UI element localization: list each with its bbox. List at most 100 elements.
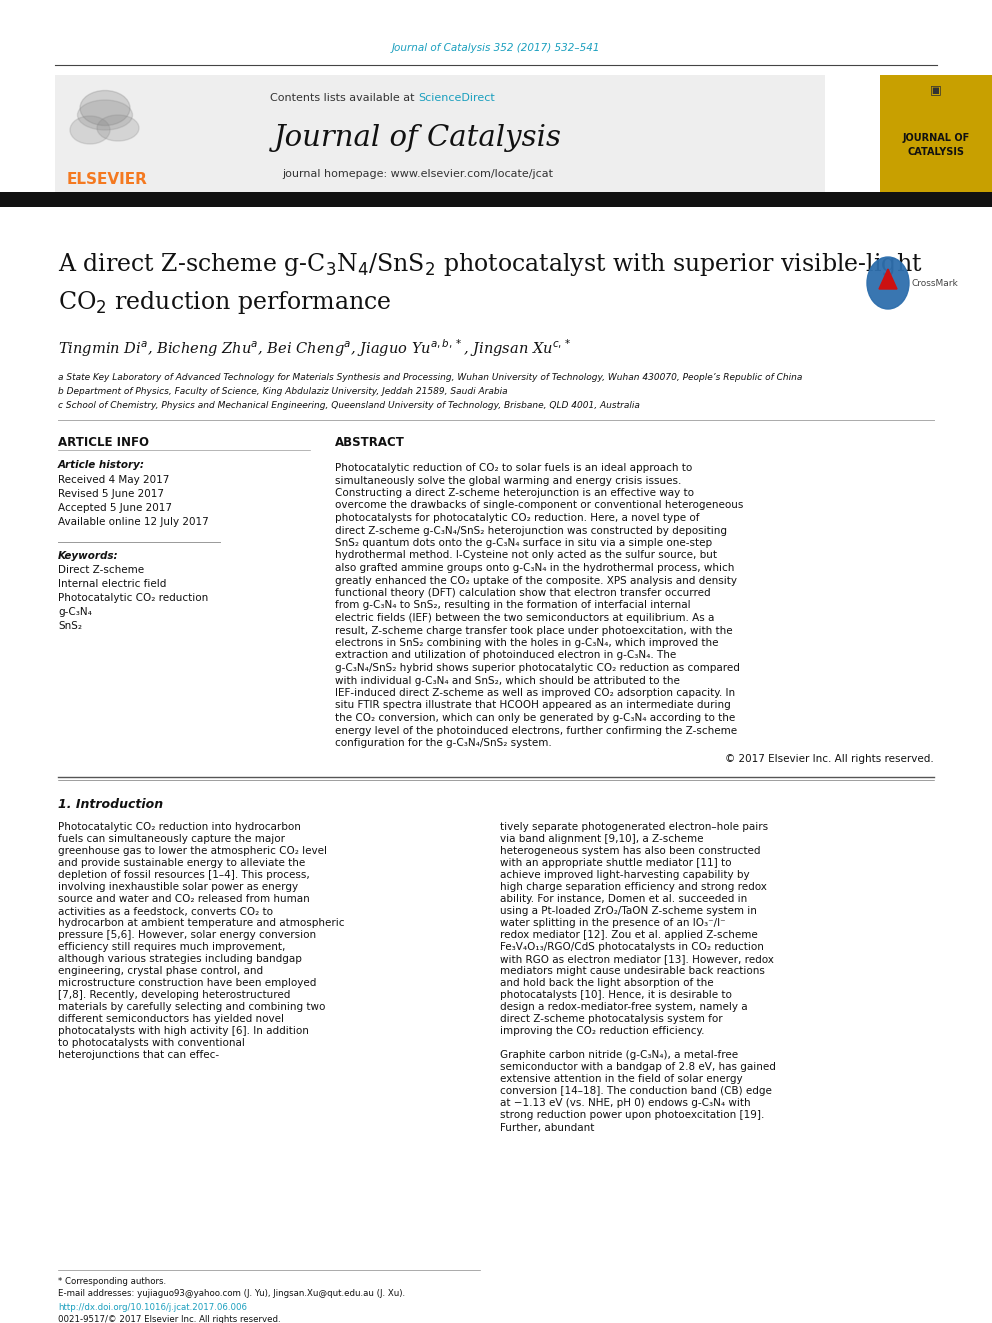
Text: overcome the drawbacks of single-component or conventional heterogeneous: overcome the drawbacks of single-compone… <box>335 500 743 511</box>
Text: Graphite carbon nitride (g-C₃N₄), a metal-free: Graphite carbon nitride (g-C₃N₄), a meta… <box>500 1050 738 1061</box>
Text: and hold back the light absorption of the: and hold back the light absorption of th… <box>500 979 713 988</box>
Text: g-C₃N₄/SnS₂ hybrid shows superior photocatalytic CO₂ reduction as compared: g-C₃N₄/SnS₂ hybrid shows superior photoc… <box>335 663 740 673</box>
Text: * Corresponding authors.: * Corresponding authors. <box>58 1278 166 1286</box>
Text: Photocatalytic CO₂ reduction: Photocatalytic CO₂ reduction <box>58 593 208 603</box>
Text: with an appropriate shuttle mediator [11] to: with an appropriate shuttle mediator [11… <box>500 859 731 868</box>
Text: hydrothermal method. l-Cysteine not only acted as the sulfur source, but: hydrothermal method. l-Cysteine not only… <box>335 550 717 561</box>
Text: engineering, crystal phase control, and: engineering, crystal phase control, and <box>58 967 263 976</box>
Text: different semiconductors has yielded novel: different semiconductors has yielded nov… <box>58 1015 284 1024</box>
Text: extraction and utilization of photoinduced electron in g-C₃N₄. The: extraction and utilization of photoinduc… <box>335 651 677 660</box>
Ellipse shape <box>867 257 909 310</box>
Text: improving the CO₂ reduction efficiency.: improving the CO₂ reduction efficiency. <box>500 1027 704 1036</box>
Text: redox mediator [12]. Zou et al. applied Z-scheme: redox mediator [12]. Zou et al. applied … <box>500 930 758 941</box>
Text: heterogeneous system has also been constructed: heterogeneous system has also been const… <box>500 847 761 856</box>
Text: involving inexhaustible solar power as energy: involving inexhaustible solar power as e… <box>58 882 299 893</box>
Text: ELSEVIER: ELSEVIER <box>67 172 148 188</box>
Text: journal homepage: www.elsevier.com/locate/jcat: journal homepage: www.elsevier.com/locat… <box>283 169 554 179</box>
Text: functional theory (DFT) calculation show that electron transfer occurred: functional theory (DFT) calculation show… <box>335 587 710 598</box>
Text: © 2017 Elsevier Inc. All rights reserved.: © 2017 Elsevier Inc. All rights reserved… <box>725 754 934 763</box>
Text: Available online 12 July 2017: Available online 12 July 2017 <box>58 517 208 527</box>
Text: configuration for the g-C₃N₄/SnS₂ system.: configuration for the g-C₃N₄/SnS₂ system… <box>335 738 552 747</box>
Text: conversion [14–18]. The conduction band (CB) edge: conversion [14–18]. The conduction band … <box>500 1086 772 1097</box>
Text: high charge separation efficiency and strong redox: high charge separation efficiency and st… <box>500 882 767 893</box>
Text: materials by carefully selecting and combining two: materials by carefully selecting and com… <box>58 1003 325 1012</box>
Text: Constructing a direct Z-scheme heterojunction is an effective way to: Constructing a direct Z-scheme heterojun… <box>335 488 694 497</box>
Text: greenhouse gas to lower the atmospheric CO₂ level: greenhouse gas to lower the atmospheric … <box>58 847 327 856</box>
Text: g-C₃N₄: g-C₃N₄ <box>58 607 92 617</box>
Text: JOURNAL OF
CATALYSIS: JOURNAL OF CATALYSIS <box>903 134 969 157</box>
Text: SnS₂: SnS₂ <box>58 620 82 631</box>
Text: and provide sustainable energy to alleviate the: and provide sustainable energy to allevi… <box>58 859 306 868</box>
Ellipse shape <box>77 101 133 130</box>
Text: semiconductor with a bandgap of 2.8 eV, has gained: semiconductor with a bandgap of 2.8 eV, … <box>500 1062 776 1073</box>
Text: ScienceDirect: ScienceDirect <box>418 93 495 103</box>
Text: direct Z-scheme photocatalysis system for: direct Z-scheme photocatalysis system fo… <box>500 1015 722 1024</box>
Bar <box>55 75 195 194</box>
Text: Internal electric field: Internal electric field <box>58 579 167 589</box>
Text: greatly enhanced the CO₂ uptake of the composite. XPS analysis and density: greatly enhanced the CO₂ uptake of the c… <box>335 576 737 586</box>
Text: from g-C₃N₄ to SnS₂, resulting in the formation of interfacial internal: from g-C₃N₄ to SnS₂, resulting in the fo… <box>335 601 690 610</box>
Text: Direct Z-scheme: Direct Z-scheme <box>58 565 144 576</box>
Text: efficiency still requires much improvement,: efficiency still requires much improveme… <box>58 942 286 953</box>
Text: a State Key Laboratory of Advanced Technology for Materials Synthesis and Proces: a State Key Laboratory of Advanced Techn… <box>58 373 803 382</box>
Text: pressure [5,6]. However, solar energy conversion: pressure [5,6]. However, solar energy co… <box>58 930 316 941</box>
Polygon shape <box>879 269 897 288</box>
Text: photocatalysts with high activity [6]. In addition: photocatalysts with high activity [6]. I… <box>58 1027 309 1036</box>
Text: situ FTIR spectra illustrate that HCOOH appeared as an intermediate during: situ FTIR spectra illustrate that HCOOH … <box>335 700 731 710</box>
Ellipse shape <box>97 115 139 142</box>
Text: Tingmin Di$^a$, Bicheng Zhu$^a$, Bei Cheng$^a$, Jiaguo Yu$^{a,b,*}$, Jingsan Xu$: Tingmin Di$^a$, Bicheng Zhu$^a$, Bei Che… <box>58 337 571 359</box>
Text: [7,8]. Recently, developing heterostructured: [7,8]. Recently, developing heterostruct… <box>58 991 291 1000</box>
Text: IEF-induced direct Z-scheme as well as improved CO₂ adsorption capacity. In: IEF-induced direct Z-scheme as well as i… <box>335 688 735 699</box>
Text: simultaneously solve the global warming and energy crisis issues.: simultaneously solve the global warming … <box>335 475 682 486</box>
Text: ▣: ▣ <box>930 83 941 97</box>
Text: b Department of Physics, Faculty of Science, King Abdulaziz University, Jeddah 2: b Department of Physics, Faculty of Scie… <box>58 388 508 397</box>
Text: fuels can simultaneously capture the major: fuels can simultaneously capture the maj… <box>58 835 285 844</box>
Text: Keywords:: Keywords: <box>58 550 119 561</box>
Text: at −1.13 eV (vs. NHE, pH 0) endows g-C₃N₄ with: at −1.13 eV (vs. NHE, pH 0) endows g-C₃N… <box>500 1098 751 1109</box>
Text: Photocatalytic CO₂ reduction into hydrocarbon: Photocatalytic CO₂ reduction into hydroc… <box>58 823 301 832</box>
Text: heterojunctions that can effec-: heterojunctions that can effec- <box>58 1050 219 1061</box>
Text: Accepted 5 June 2017: Accepted 5 June 2017 <box>58 503 172 513</box>
Text: design a redox-mediator-free system, namely a: design a redox-mediator-free system, nam… <box>500 1003 748 1012</box>
Text: mediators might cause undesirable back reactions: mediators might cause undesirable back r… <box>500 967 765 976</box>
Text: to photocatalysts with conventional: to photocatalysts with conventional <box>58 1039 245 1049</box>
Text: Journal of Catalysis 352 (2017) 532–541: Journal of Catalysis 352 (2017) 532–541 <box>392 44 600 53</box>
Text: although various strategies including bandgap: although various strategies including ba… <box>58 954 302 964</box>
Text: photocatalysts [10]. Hence, it is desirable to: photocatalysts [10]. Hence, it is desira… <box>500 991 732 1000</box>
Bar <box>55 75 825 194</box>
Bar <box>0 192 992 206</box>
Text: Fe₃V₄O₁₃/RGO/CdS photocatalysts in CO₂ reduction: Fe₃V₄O₁₃/RGO/CdS photocatalysts in CO₂ r… <box>500 942 764 953</box>
Text: E-mail addresses: yujiaguo93@yahoo.com (J. Yu), Jingsan.Xu@qut.edu.au (J. Xu).: E-mail addresses: yujiaguo93@yahoo.com (… <box>58 1290 405 1298</box>
Text: Journal of Catalysis: Journal of Catalysis <box>274 124 562 152</box>
Text: hydrocarbon at ambient temperature and atmospheric: hydrocarbon at ambient temperature and a… <box>58 918 344 929</box>
Text: microstructure construction have been employed: microstructure construction have been em… <box>58 979 316 988</box>
Text: strong reduction power upon photoexcitation [19].: strong reduction power upon photoexcitat… <box>500 1110 765 1121</box>
Text: Further, abundant: Further, abundant <box>500 1122 594 1132</box>
Text: photocatalysts for photocatalytic CO₂ reduction. Here, a novel type of: photocatalysts for photocatalytic CO₂ re… <box>335 513 699 523</box>
Text: Revised 5 June 2017: Revised 5 June 2017 <box>58 490 164 499</box>
Text: Photocatalytic reduction of CO₂ to solar fuels is an ideal approach to: Photocatalytic reduction of CO₂ to solar… <box>335 463 692 474</box>
Text: activities as a feedstock, converts CO₂ to: activities as a feedstock, converts CO₂ … <box>58 906 273 917</box>
Text: result, Z-scheme charge transfer took place under photoexcitation, with the: result, Z-scheme charge transfer took pl… <box>335 626 733 635</box>
Text: CO$_2$ reduction performance: CO$_2$ reduction performance <box>58 288 392 315</box>
Text: depletion of fossil resources [1–4]. This process,: depletion of fossil resources [1–4]. Thi… <box>58 871 310 881</box>
Text: 1. Introduction: 1. Introduction <box>58 798 163 811</box>
Text: ability. For instance, Domen et al. succeeded in: ability. For instance, Domen et al. succ… <box>500 894 747 905</box>
Text: SnS₂ quantum dots onto the g-C₃N₄ surface in situ via a simple one-step: SnS₂ quantum dots onto the g-C₃N₄ surfac… <box>335 538 712 548</box>
Text: with RGO as electron mediator [13]. However, redox: with RGO as electron mediator [13]. Howe… <box>500 954 774 964</box>
Text: via band alignment [9,10], a Z-scheme: via band alignment [9,10], a Z-scheme <box>500 835 703 844</box>
Ellipse shape <box>70 116 110 144</box>
Text: also grafted ammine groups onto g-C₃N₄ in the hydrothermal process, which: also grafted ammine groups onto g-C₃N₄ i… <box>335 564 734 573</box>
Text: direct Z-scheme g-C₃N₄/SnS₂ heterojunction was constructed by depositing: direct Z-scheme g-C₃N₄/SnS₂ heterojuncti… <box>335 525 727 536</box>
Text: source and water and CO₂ released from human: source and water and CO₂ released from h… <box>58 894 310 905</box>
Text: Contents lists available at: Contents lists available at <box>270 93 418 103</box>
Text: achieve improved light-harvesting capability by: achieve improved light-harvesting capabi… <box>500 871 750 881</box>
Text: c School of Chemistry, Physics and Mechanical Engineering, Queensland University: c School of Chemistry, Physics and Mecha… <box>58 401 640 410</box>
Text: tively separate photogenerated electron–hole pairs: tively separate photogenerated electron–… <box>500 823 768 832</box>
Text: A direct Z-scheme g-C$_3$N$_4$/SnS$_2$ photocatalyst with superior visible-light: A direct Z-scheme g-C$_3$N$_4$/SnS$_2$ p… <box>58 251 923 279</box>
Bar <box>880 75 992 194</box>
Ellipse shape <box>80 90 130 126</box>
Text: using a Pt-loaded ZrO₂/TaON Z-scheme system in: using a Pt-loaded ZrO₂/TaON Z-scheme sys… <box>500 906 757 917</box>
Text: ABSTRACT: ABSTRACT <box>335 435 405 448</box>
Text: electric fields (IEF) between the two semiconductors at equilibrium. As a: electric fields (IEF) between the two se… <box>335 613 714 623</box>
